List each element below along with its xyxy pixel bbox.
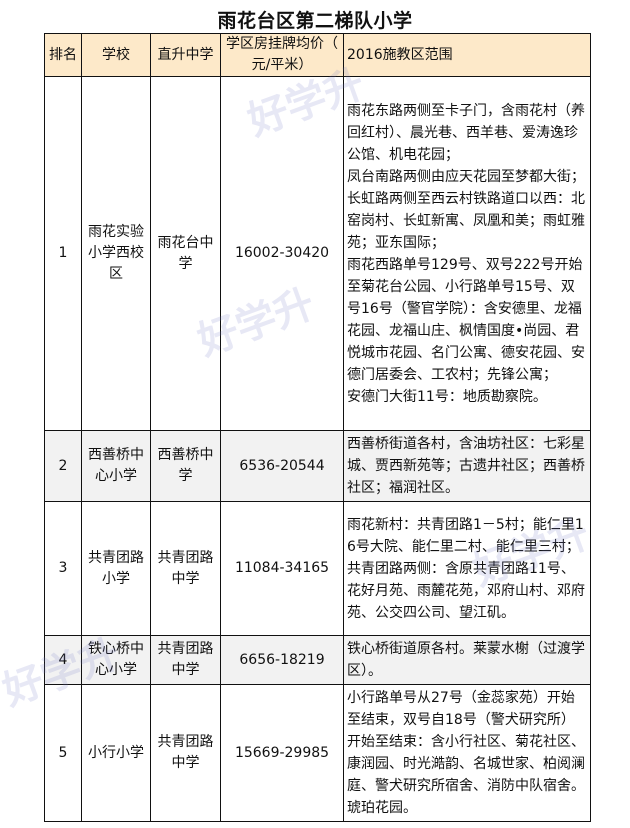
cell-price: 11084-34165 bbox=[220, 501, 344, 636]
cell-range: 雨花东路两侧至卡子门，含雨花村（养回红村）、晨光巷、西羊巷、爱涛逸珍公馆、机电花… bbox=[343, 76, 591, 431]
header-price: 学区房挂牌均价（ 元/平米） bbox=[220, 33, 344, 77]
page-title: 雨花台区第二梯队小学 bbox=[217, 10, 413, 32]
table-row: 1 雨花实验小学西校区 雨花台中学 16002-30420 雨花东路两侧至卡子门，含雨花… bbox=[44, 76, 591, 431]
cell-school: 西善桥中心小学 bbox=[81, 430, 151, 502]
cell-price: 15669-29985 bbox=[220, 684, 344, 822]
cell-middle: 共青团路中学 bbox=[150, 684, 221, 822]
header-middle-school: 直升中学 bbox=[150, 33, 221, 77]
cell-range: 西善桥街道各村，含油坊社区：七彩星城、贾西新苑等；古遗井社区；西善桥社区；福润社… bbox=[343, 430, 591, 502]
cell-rank: 2 bbox=[44, 430, 82, 502]
cell-range: 铁心桥街道原各村。莱蒙水榭（过渡学区）。 bbox=[343, 635, 591, 685]
table-row: 5 小行小学 共青团路中学 15669-29985 小行路单号从27号（金蕊家苑）开始至… bbox=[44, 684, 591, 822]
school-table: 排名 学校 直升中学 学区房挂牌均价（ 元/平米） 2016施教区范围 1 雨花实… bbox=[44, 33, 591, 822]
header-school: 学校 bbox=[81, 33, 151, 77]
table-row: 3 共青团路小学 共青团路中学 11084-34165 雨花新村：共青团路1－5村；能仁… bbox=[44, 501, 591, 636]
cell-price: 6656-18219 bbox=[220, 635, 344, 685]
table-row: 2 西善桥中心小学 西善桥中学 6536-20544 西善桥街道各村，含油坊社区：七彩星… bbox=[44, 430, 591, 502]
cell-price: 16002-30420 bbox=[220, 76, 344, 431]
cell-school: 共青团路小学 bbox=[81, 501, 151, 636]
header-row: 排名 学校 直升中学 学区房挂牌均价（ 元/平米） 2016施教区范围 bbox=[44, 33, 591, 77]
cell-school: 雨花实验小学西校区 bbox=[81, 76, 151, 431]
header-range: 2016施教区范围 bbox=[343, 33, 591, 77]
header-rank: 排名 bbox=[44, 33, 82, 77]
cell-middle: 雨花台中学 bbox=[150, 76, 221, 431]
cell-middle: 共青团路中学 bbox=[150, 635, 221, 685]
cell-price: 6536-20544 bbox=[220, 430, 344, 502]
cell-rank: 3 bbox=[44, 501, 82, 636]
cell-rank: 5 bbox=[44, 684, 82, 822]
cell-rank: 1 bbox=[44, 76, 82, 431]
cell-rank: 4 bbox=[44, 635, 82, 685]
cell-school: 铁心桥中心小学 bbox=[81, 635, 151, 685]
cell-middle: 共青团路中学 bbox=[150, 501, 221, 636]
cell-range: 雨花新村：共青团路1－5村；能仁里16号大院、能仁里二村、能仁里三村；共青团路两… bbox=[343, 501, 591, 636]
cell-range: 小行路单号从27号（金蕊家苑）开始至结束，双号自18号（警犬研究所）开始至结束：… bbox=[343, 684, 591, 822]
table-row: 4 铁心桥中心小学 共青团路中学 6656-18219 铁心桥街道原各村。莱蒙水榭（过渡… bbox=[44, 635, 591, 685]
cell-middle: 西善桥中学 bbox=[150, 430, 221, 502]
cell-school: 小行小学 bbox=[81, 684, 151, 822]
